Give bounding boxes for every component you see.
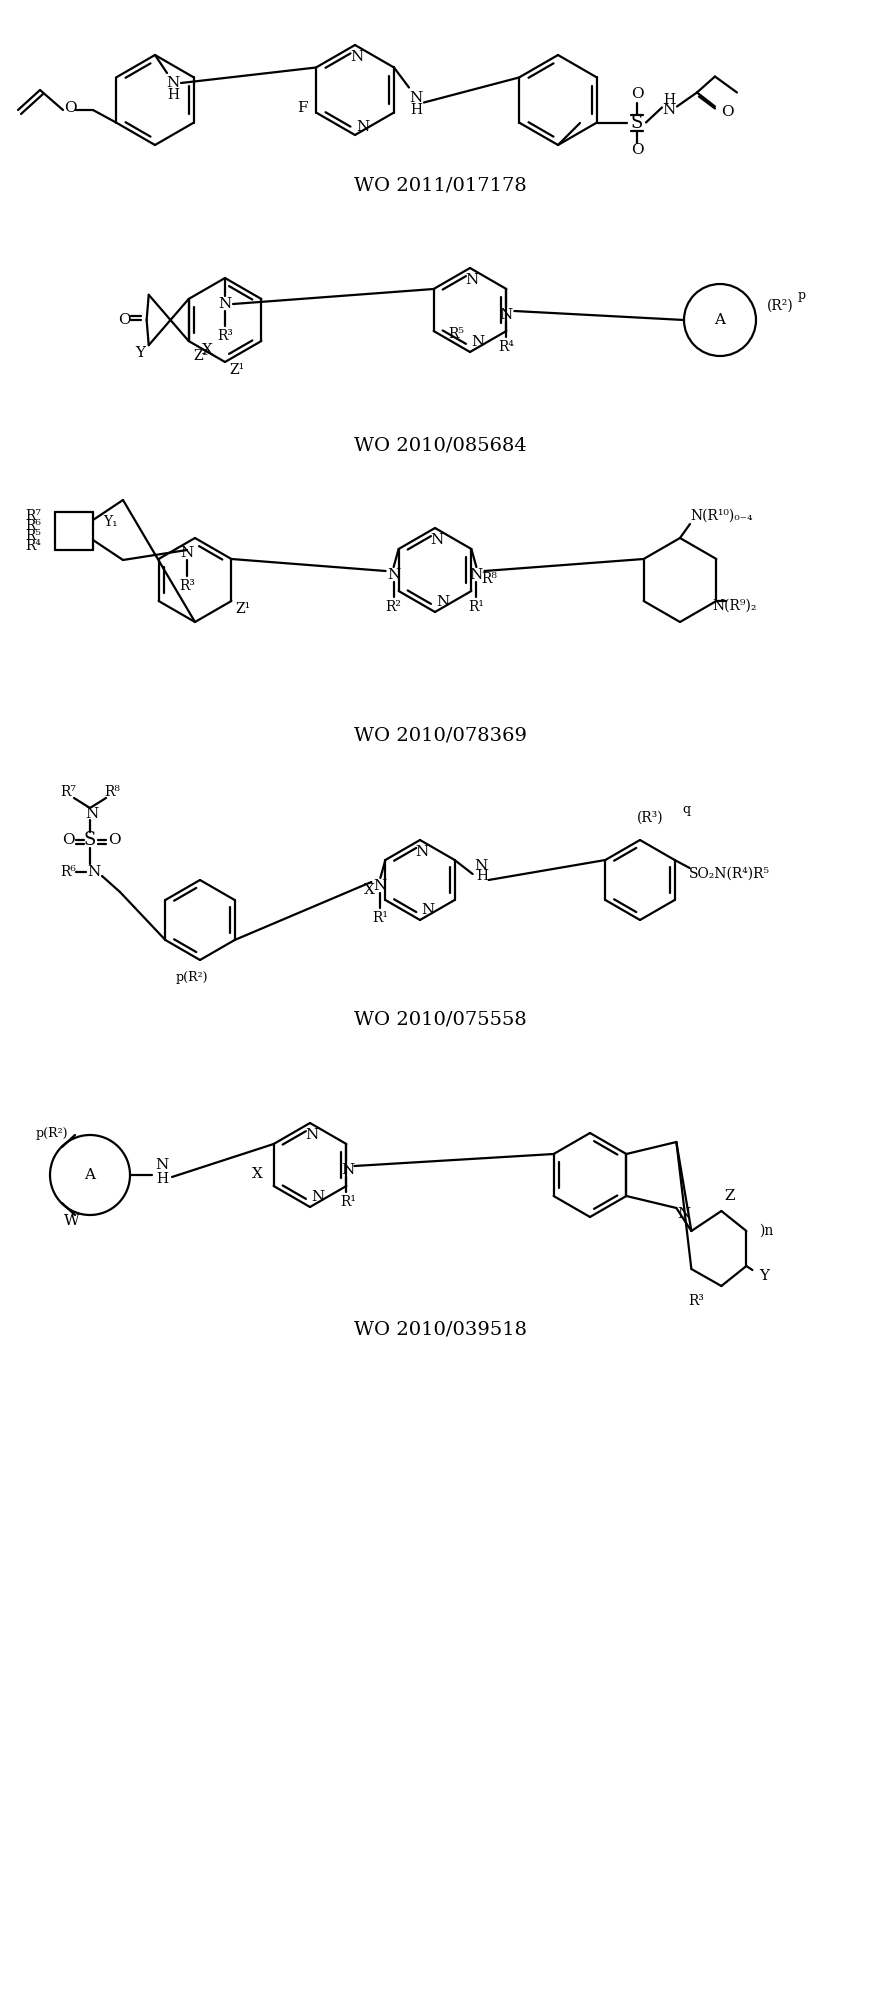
Text: N: N (663, 103, 676, 117)
Text: R⁷: R⁷ (25, 508, 41, 522)
Text: N: N (356, 121, 370, 133)
Text: R⁴: R⁴ (25, 538, 41, 552)
Text: O: O (62, 833, 74, 847)
Text: X: X (202, 343, 212, 357)
Text: WO 2010/075558: WO 2010/075558 (354, 1010, 526, 1028)
Text: N: N (305, 1129, 319, 1141)
Text: Z¹: Z¹ (230, 363, 245, 377)
Text: )n: )n (759, 1224, 774, 1238)
Text: W: W (64, 1214, 80, 1228)
Text: O: O (63, 101, 77, 115)
Text: O: O (631, 143, 643, 157)
Text: p(R²): p(R²) (36, 1127, 69, 1139)
Text: O: O (631, 87, 643, 101)
Text: N: N (156, 1157, 169, 1171)
Text: N: N (430, 532, 444, 546)
Text: H: H (663, 93, 675, 107)
Text: H: H (156, 1171, 168, 1185)
Text: R⁸: R⁸ (104, 784, 120, 798)
Text: N: N (409, 91, 422, 105)
Text: Z¹: Z¹ (236, 603, 251, 617)
Text: R³: R³ (688, 1294, 704, 1308)
Text: q: q (682, 804, 690, 816)
Text: R⁶: R⁶ (60, 865, 76, 879)
Text: N: N (436, 595, 450, 609)
Text: N: N (87, 865, 100, 879)
Text: H: H (477, 869, 488, 883)
Text: O: O (721, 105, 733, 119)
Text: N: N (341, 1163, 355, 1177)
Text: Z: Z (724, 1189, 735, 1204)
Text: S: S (84, 831, 96, 849)
Text: N: N (422, 903, 435, 917)
Text: (R²): (R²) (766, 298, 794, 312)
Text: X: X (364, 883, 375, 897)
Text: R⁸: R⁸ (481, 573, 497, 587)
Text: R⁴: R⁴ (498, 341, 514, 355)
Text: N: N (85, 806, 99, 821)
Text: WO 2011/017178: WO 2011/017178 (354, 175, 526, 194)
Text: R⁵: R⁵ (448, 327, 464, 341)
Text: R⁶: R⁶ (25, 518, 41, 532)
Text: R¹: R¹ (341, 1195, 356, 1210)
Text: N: N (415, 845, 429, 859)
Text: N: N (350, 50, 363, 65)
Text: N: N (466, 272, 479, 286)
Text: N: N (180, 546, 194, 560)
Text: N: N (166, 77, 180, 91)
Text: X: X (253, 1167, 263, 1181)
Text: Y: Y (759, 1268, 769, 1282)
Text: H: H (410, 103, 422, 117)
Text: F: F (297, 101, 307, 115)
Text: p(R²): p(R²) (176, 972, 209, 984)
Text: N: N (474, 859, 488, 873)
Text: N(R⁹)₂: N(R⁹)₂ (712, 599, 757, 613)
Text: WO 2010/078369: WO 2010/078369 (354, 726, 526, 744)
Text: N(R¹⁰)₀₋₄: N(R¹⁰)₀₋₄ (690, 508, 752, 522)
Text: p: p (798, 290, 806, 302)
Text: N: N (312, 1189, 325, 1204)
Text: R³: R³ (217, 329, 233, 343)
Text: N: N (374, 879, 387, 893)
Text: Y: Y (136, 347, 146, 361)
Text: (R³): (R³) (637, 810, 664, 825)
Text: A: A (84, 1167, 96, 1181)
Text: N: N (387, 569, 400, 583)
Text: R⁵: R⁵ (25, 528, 41, 542)
Text: Z²: Z² (193, 349, 209, 363)
Text: O: O (107, 833, 121, 847)
Text: WO 2010/085684: WO 2010/085684 (354, 435, 526, 454)
Text: H: H (167, 89, 179, 103)
Text: N: N (472, 335, 485, 349)
Text: R⁷: R⁷ (60, 784, 76, 798)
Text: R³: R³ (179, 579, 195, 593)
Text: N: N (678, 1206, 691, 1220)
Text: WO 2010/039518: WO 2010/039518 (354, 1320, 526, 1339)
Text: S: S (631, 113, 643, 131)
Text: Y₁: Y₁ (104, 514, 118, 528)
Text: N: N (218, 296, 231, 310)
Text: R²: R² (385, 601, 401, 615)
Text: A: A (715, 312, 725, 327)
Text: N: N (500, 308, 513, 323)
Text: R¹: R¹ (372, 911, 388, 925)
Text: N: N (470, 569, 483, 583)
Text: SO₂N(R⁴)R⁵: SO₂N(R⁴)R⁵ (689, 867, 770, 881)
Text: R¹: R¹ (468, 601, 484, 615)
Text: O: O (118, 312, 131, 327)
